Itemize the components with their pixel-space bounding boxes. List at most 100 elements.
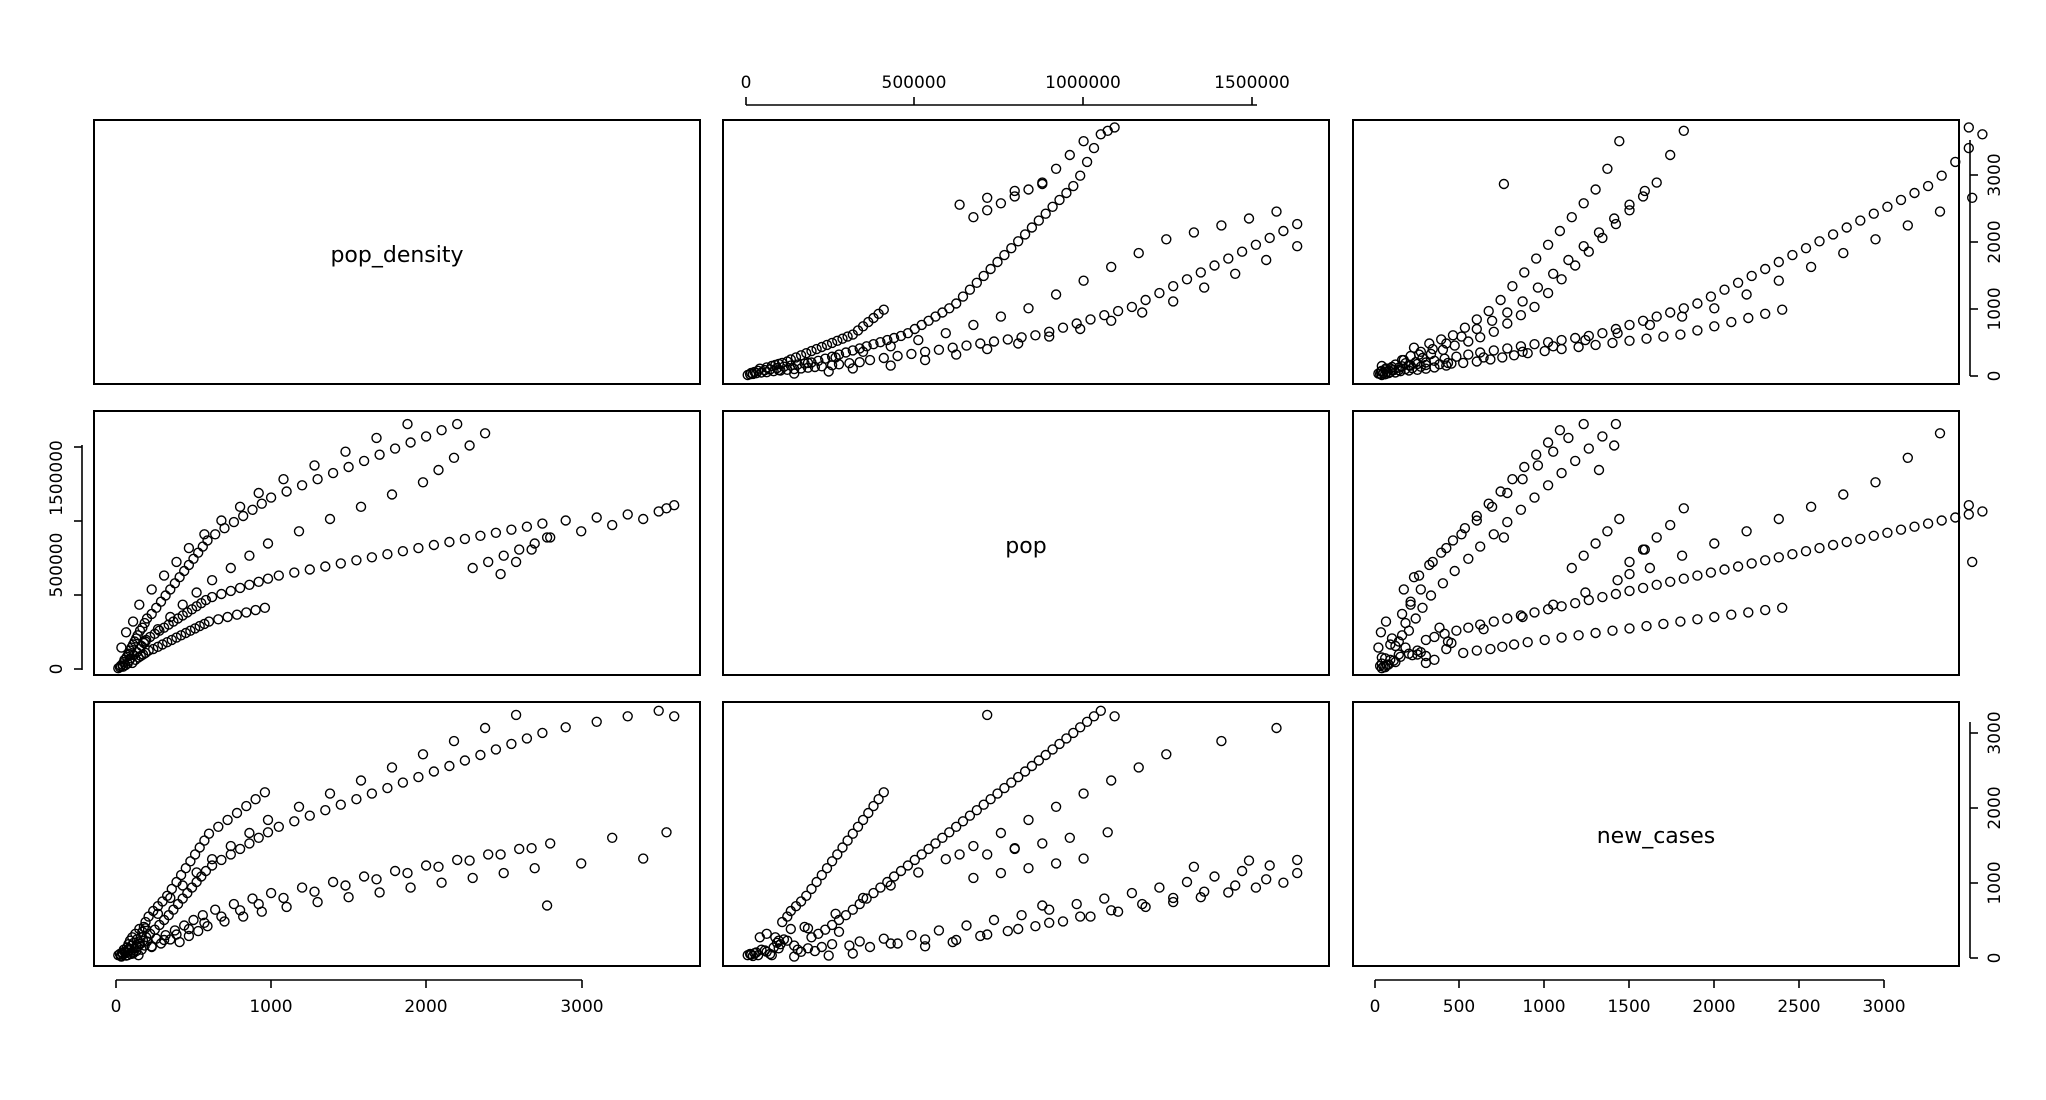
scatter-point [1376,658,1388,669]
scatter-point [1236,865,1248,877]
scatter-point [514,843,525,855]
scatter-point [1420,634,1432,646]
scatter-point [185,856,196,867]
scatter-point [402,418,413,430]
scatter-point [1502,516,1513,528]
panel-2-1 [93,410,701,676]
scatter-point [1047,201,1058,213]
scatter-point [1074,911,1086,922]
scatter-point [1664,519,1676,531]
scatter-point [495,849,506,860]
scatter-point [1678,303,1690,314]
scatter-point [1977,129,1988,140]
scatter-point [1417,352,1428,364]
scatter-point [320,561,331,572]
scatter-point [358,455,370,467]
scatter-point [351,794,362,805]
scatter-point [919,941,931,952]
scatter-point [428,766,440,777]
scatter-point [1112,906,1124,917]
scatter-point [888,871,900,882]
scatter-point [140,916,151,928]
scatter-point [1870,234,1881,245]
panel-3-2 [722,701,1330,967]
scatter-points [113,122,1988,962]
scatter-point [1870,477,1881,488]
tick-label: 1500000 [1214,73,1290,93]
scatter-point [1882,527,1893,538]
scatter-point [964,284,976,295]
scatter-point [1569,455,1581,467]
scatter-point [1759,308,1771,319]
scatter-point [1800,546,1812,557]
scatter-point [1078,788,1089,799]
scatter-point [1376,652,1388,663]
scatter-point [811,876,822,888]
scatter-point [1639,185,1651,197]
scatter-point [792,359,803,370]
scatter-point [158,934,170,946]
scatter-point [1413,570,1425,581]
tick-label: 3000 [1862,997,1905,1017]
scatter-point [386,762,398,773]
scatter-point [191,867,202,878]
scatter-point [436,425,447,436]
scatter-point [1569,332,1581,344]
var-label-pop: pop [1005,534,1046,559]
scatter-point [1136,898,1148,910]
scatter-point [1050,163,1062,175]
scatter-point [351,555,362,566]
scatter-point [873,794,884,805]
scatter-point [155,596,167,607]
scatter-point [1963,122,1975,133]
scatter-point [433,464,444,476]
scatter-point [1161,234,1172,245]
scatter-point [789,951,800,962]
scatter-point [607,519,618,531]
scatter-point [1776,304,1788,315]
scatter-point [320,805,331,816]
scatter-point [1054,194,1065,206]
scatter-point [1578,418,1589,430]
scatter-point [754,363,765,374]
scatter-point [826,337,838,349]
scatter-point [197,541,209,552]
scatter-point [790,352,802,363]
scatter-point [250,794,261,805]
scatter-point [188,553,199,564]
scatter-point [526,843,537,854]
scatter-point [1167,296,1179,307]
scatter-point [1223,253,1234,264]
scatter-point [1260,254,1272,266]
scatter-point [134,599,145,610]
scatter-point [1741,289,1752,300]
scatter-point [840,910,852,921]
scatter-point [259,787,271,798]
scatter-point [1099,893,1110,904]
scatter-point [1608,440,1620,451]
scatter-point [878,304,889,315]
scatter-point [1902,452,1914,463]
scatter-point [1692,298,1703,309]
scatter-point [1050,801,1062,812]
scatter-point [222,611,233,623]
scatter-point [1602,163,1613,175]
scatter-point [1043,917,1055,928]
scatter-point [152,908,164,919]
scatter-point [982,709,993,721]
scatter-point [1759,555,1771,566]
scatter-point [541,900,553,911]
scatter-point [1393,364,1405,376]
scatter-point [1759,263,1771,275]
scatter-point [1161,749,1172,760]
scatter-point [206,860,218,871]
scatter-point [1109,122,1120,133]
scatter-point [343,461,354,473]
scatter-point [1542,480,1554,491]
scatter-point [1474,541,1486,552]
scatter-point [1624,319,1635,331]
scatter-point [766,950,777,961]
scatter-point [1658,331,1669,342]
scatter-point [813,355,824,366]
scatter-point [1429,631,1440,643]
